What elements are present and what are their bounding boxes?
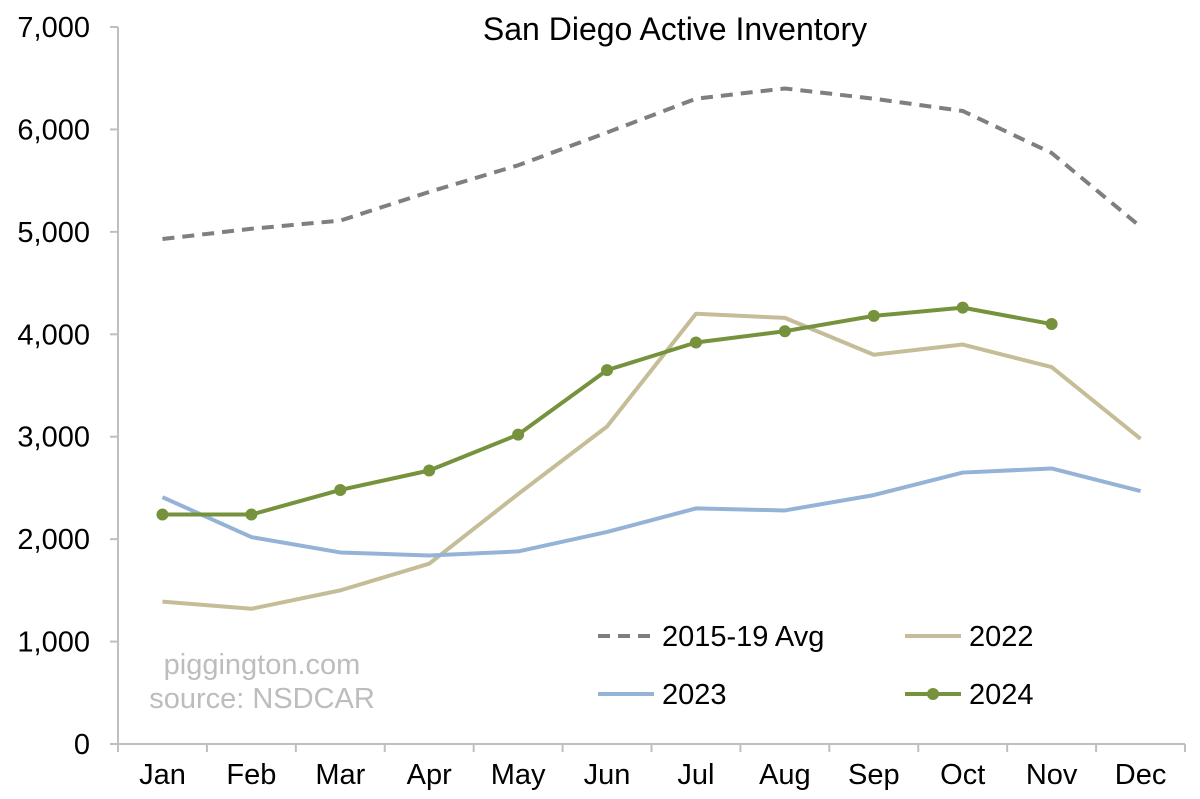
y-tick-label: 3,000: [17, 422, 90, 454]
y-tick-label: 6,000: [17, 114, 90, 146]
x-tick-label: Mar: [315, 759, 365, 791]
legend-label-2015-19-avg: 2015-19 Avg: [662, 621, 824, 653]
y-tick-label: 0: [74, 729, 90, 761]
x-tick-label: Sep: [848, 759, 900, 791]
legend-label-2022: 2022: [969, 621, 1034, 653]
legend-label-2024: 2024: [969, 679, 1034, 711]
series-layer: [156, 86, 1142, 611]
legend-marker-2024: [927, 688, 939, 700]
data-point-2024: [601, 364, 614, 377]
x-tick-label: Jun: [584, 759, 631, 791]
x-tick-label: Apr: [407, 759, 452, 791]
series-line-2015-19-avg: [162, 86, 1142, 242]
x-tick-label: Aug: [759, 759, 811, 791]
data-point-2024: [689, 336, 702, 349]
y-tick-label: 2,000: [17, 524, 90, 556]
watermark-site: piggington.com: [164, 649, 361, 681]
watermark: piggington.com source: NSDCAR: [149, 649, 375, 715]
data-point-2024: [423, 464, 436, 477]
axes: 0 1,000 2,000 3,000 4,000 5,000 6,000 7,000 Jan F…: [17, 12, 1186, 791]
legend-label-2023: 2023: [662, 679, 727, 711]
data-point-2024: [156, 508, 169, 521]
data-point-2024: [956, 301, 969, 314]
y-tick-label: 5,000: [17, 217, 90, 249]
y-tick-label: 7,000: [17, 12, 90, 44]
legend: 2015-19 Avg 2022 2023 2024: [598, 621, 1034, 711]
series-line-2022: [162, 311, 1142, 611]
x-tick-label: Nov: [1026, 759, 1078, 791]
data-point-2024: [1045, 318, 1058, 331]
data-point-2024: [334, 483, 347, 496]
data-point-2024: [512, 428, 525, 441]
series-line-2023: [161, 466, 1142, 558]
x-tick-label: Jan: [139, 759, 186, 791]
y-tick-label: 1,000: [17, 627, 90, 659]
x-tick-label: May: [491, 759, 546, 791]
data-point-2024: [867, 309, 880, 322]
x-tick-label: Oct: [940, 759, 985, 791]
x-tick-label: Jul: [677, 759, 714, 791]
x-tick-label: Feb: [226, 759, 276, 791]
y-tick-label: 4,000: [17, 319, 90, 351]
watermark-source: source: NSDCAR: [149, 683, 375, 715]
data-point-2024: [245, 508, 258, 521]
chart-title: San Diego Active Inventory: [483, 11, 867, 47]
x-tick-label: Dec: [1115, 759, 1167, 791]
data-point-2024: [778, 325, 791, 338]
